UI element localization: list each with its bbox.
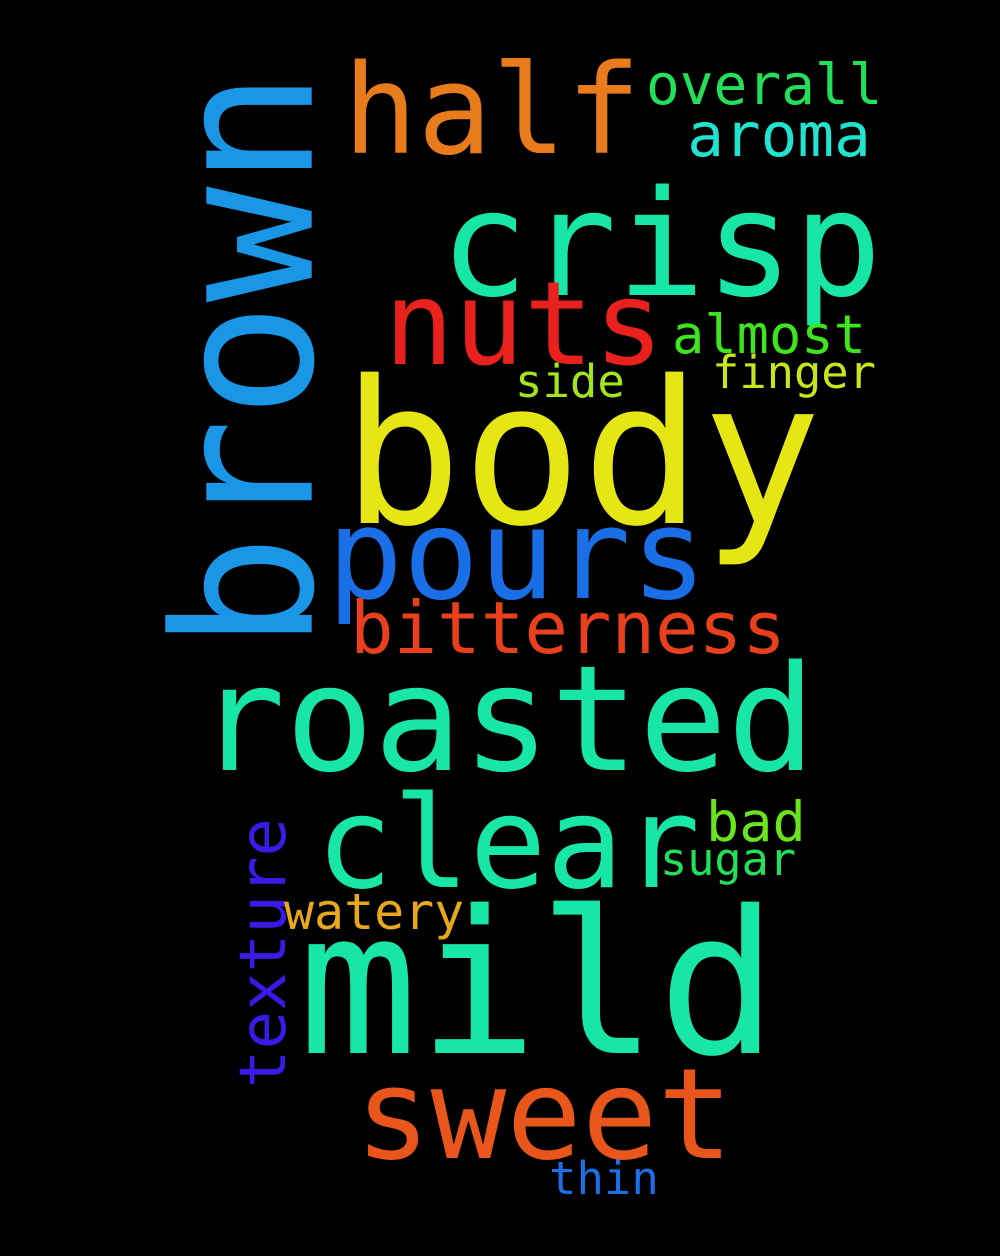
word-body: body <box>342 338 822 571</box>
word-half: half <box>343 39 641 184</box>
word-roasted: roasted <box>197 633 816 805</box>
word-pours: pours <box>327 480 707 628</box>
word-finger: finger <box>712 346 876 400</box>
word-mild: mild <box>298 868 778 1101</box>
word-overall: overall <box>646 53 883 118</box>
word-nuts: nuts <box>384 256 664 392</box>
word-bad: bad <box>706 791 806 856</box>
word-watery: watery <box>284 883 465 942</box>
word-thin: thin <box>549 1152 659 1206</box>
word-brown: brown <box>133 70 358 651</box>
word-almost: almost <box>672 303 866 367</box>
word-side: side <box>515 355 625 409</box>
word-clear: clear <box>316 770 701 919</box>
word-aroma: aroma <box>687 99 871 171</box>
word-sweet: sweet <box>355 1041 734 1189</box>
word-bitterness: bitterness <box>350 586 786 671</box>
word-texture: texture <box>227 817 302 1088</box>
word-sugar: sugar <box>660 833 797 887</box>
word-crisp: crisp <box>440 158 882 330</box>
